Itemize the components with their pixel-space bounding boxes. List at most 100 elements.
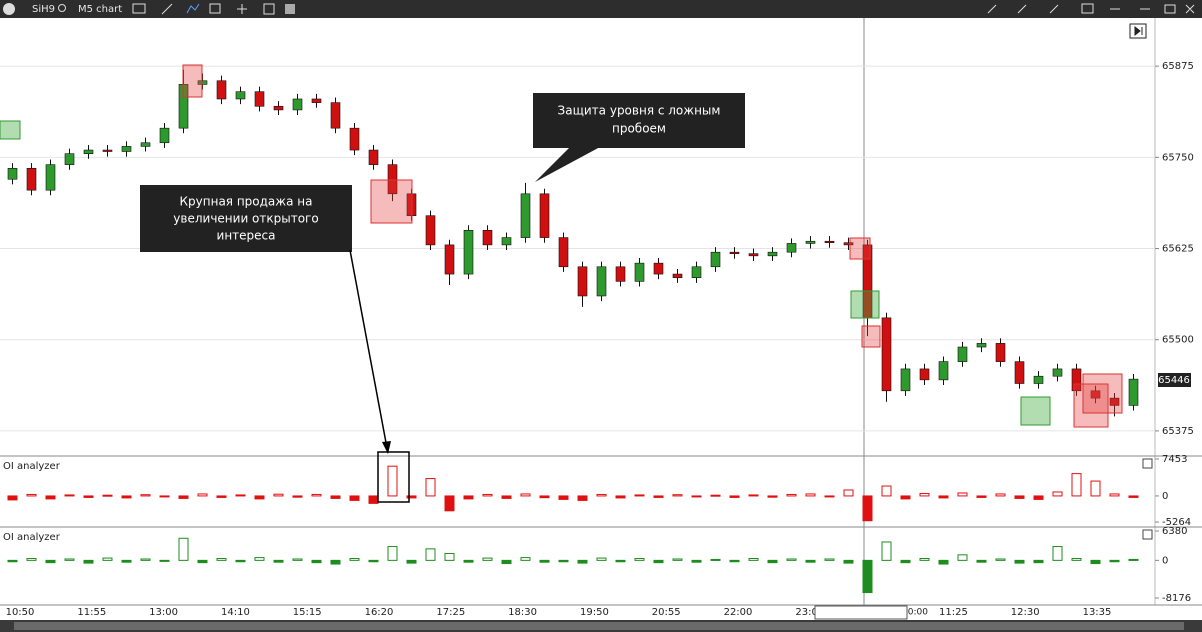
last-price: 65446 [1158, 375, 1190, 386]
oi-bar [1109, 493, 1120, 497]
candle-body [938, 361, 949, 381]
panel-close[interactable] [1142, 458, 1153, 469]
oi-bar [691, 495, 702, 498]
y-tick-label: 65375 [1162, 426, 1194, 437]
icon[interactable] [1081, 3, 1094, 14]
candle-body [292, 98, 303, 111]
oi-bar [1014, 495, 1025, 499]
oi-bar [406, 559, 417, 564]
candle-body [634, 262, 645, 282]
icon[interactable] [161, 3, 173, 15]
oi-bar [824, 558, 835, 561]
oi-bar [710, 558, 721, 561]
oi-bar [672, 494, 683, 497]
oi-bar [273, 493, 284, 497]
oi-bar [938, 495, 949, 499]
candle-body [577, 266, 588, 297]
oi-bar [121, 495, 132, 499]
oi-bar [615, 559, 626, 563]
candle-body [444, 244, 455, 275]
search-icon[interactable] [58, 4, 66, 12]
oi-bar [501, 559, 512, 565]
x-tick-label: 14:10 [221, 607, 250, 618]
oi-bar [102, 557, 113, 561]
symbol[interactable]: SiH9 [32, 4, 55, 15]
oi-bar [444, 552, 455, 561]
oi-bar [919, 492, 930, 497]
oi-bar [1128, 495, 1139, 498]
scroll-thumb[interactable] [14, 622, 1184, 630]
icon[interactable] [132, 3, 146, 14]
oi-bar [1090, 480, 1101, 497]
y-tick-label: 6380 [1162, 526, 1187, 537]
candle-body [368, 149, 379, 165]
candle-body [254, 91, 265, 107]
oi-bar [1052, 546, 1063, 561]
panel-title: OI analyzer [3, 532, 61, 543]
oi-bar [140, 558, 151, 561]
oi-bar [121, 559, 132, 563]
x-tick-label: 19:50 [580, 607, 609, 618]
oi-bar [330, 559, 341, 565]
oi-bar [330, 495, 341, 499]
icon[interactable] [285, 4, 295, 14]
x-tick-label: 22:00 [724, 607, 753, 618]
y-tick-label: 65750 [1162, 152, 1194, 163]
oi-bar [558, 559, 569, 563]
oi-bar [900, 495, 911, 500]
icon[interactable] [237, 4, 247, 14]
candle-body [615, 266, 626, 282]
oi-bar [254, 557, 265, 561]
x-tick-label: 17:25 [436, 607, 465, 618]
oi-bar [957, 492, 968, 497]
candle-body [520, 193, 531, 238]
oi-bar [862, 495, 873, 522]
candle-body [919, 368, 930, 381]
oi-bar [729, 495, 740, 498]
chart-type[interactable]: M5 chart [78, 4, 122, 15]
icon[interactable] [186, 3, 200, 14]
oi-bar [691, 559, 702, 563]
icon[interactable] [987, 4, 1059, 14]
candle-body [843, 242, 854, 246]
icon[interactable] [1110, 4, 1195, 14]
x-tick-label: 11:25 [939, 607, 968, 618]
oi-bar [1090, 559, 1101, 565]
last-price-box [1158, 373, 1191, 387]
oi-bar [292, 495, 303, 498]
highlight [0, 120, 21, 140]
highlight [1073, 383, 1109, 428]
oi-bar [349, 558, 360, 561]
oi-bar [235, 494, 246, 497]
oi-bar [862, 559, 873, 594]
candle-body [672, 273, 683, 279]
oi-bar [482, 557, 493, 561]
x-tick-label: 11:55 [77, 607, 106, 618]
icon[interactable] [263, 3, 275, 15]
oi-bar [748, 558, 759, 561]
oi-bar [83, 559, 94, 564]
panel-close[interactable] [1142, 529, 1153, 540]
oi-bar [634, 494, 645, 497]
cursor-time-box [814, 605, 908, 620]
x-tick-label: 15:15 [293, 607, 322, 618]
candle-body [976, 343, 987, 348]
candle-body [7, 167, 18, 180]
candle-body [1033, 375, 1044, 384]
oi-bar [463, 495, 474, 500]
focus-box [377, 451, 410, 503]
candle-body [691, 266, 702, 279]
callout-text: Защита уровня с ложным [558, 104, 721, 118]
candle-body [957, 346, 968, 362]
oi-bar [311, 493, 322, 497]
callout-box [533, 93, 745, 148]
icon[interactable] [209, 3, 221, 14]
panel-title: OI analyzer [3, 461, 61, 472]
y-tick-label: 7453 [1162, 454, 1187, 465]
oi-bar [767, 559, 778, 564]
x-tick-label: 20:55 [652, 607, 681, 618]
candle-body [1128, 378, 1139, 406]
oi-bar [558, 495, 569, 500]
logo[interactable] [3, 3, 15, 15]
